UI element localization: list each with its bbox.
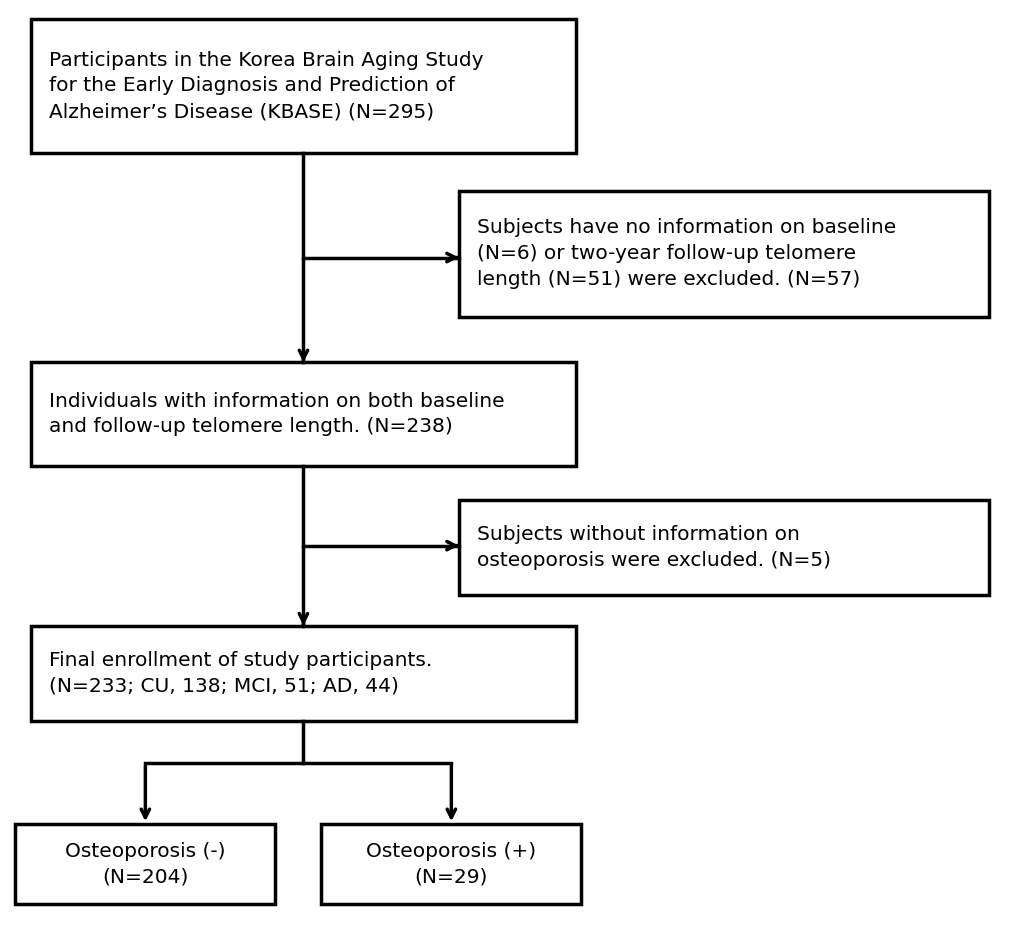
Text: Subjects have no information on baseline
(N=6) or two-year follow-up telomere
le: Subjects have no information on baseline… [477, 219, 896, 289]
Text: Osteoporosis (+)
(N=29): Osteoporosis (+) (N=29) [366, 842, 536, 886]
FancyBboxPatch shape [31, 362, 576, 466]
FancyBboxPatch shape [459, 191, 988, 317]
FancyBboxPatch shape [31, 19, 576, 153]
FancyBboxPatch shape [459, 500, 988, 595]
Text: Subjects without information on
osteoporosis were excluded. (N=5): Subjects without information on osteopor… [477, 525, 830, 570]
FancyBboxPatch shape [31, 626, 576, 722]
Text: Osteoporosis (-)
(N=204): Osteoporosis (-) (N=204) [65, 842, 225, 886]
FancyBboxPatch shape [15, 824, 275, 904]
Text: Individuals with information on both baseline
and follow-up telomere length. (N=: Individuals with information on both bas… [49, 392, 504, 437]
Text: Final enrollment of study participants.
(N=233; CU, 138; MCI, 51; AD, 44): Final enrollment of study participants. … [49, 651, 432, 695]
Text: Participants in the Korea Brain Aging Study
for the Early Diagnosis and Predicti: Participants in the Korea Brain Aging St… [49, 50, 483, 121]
FancyBboxPatch shape [321, 824, 581, 904]
